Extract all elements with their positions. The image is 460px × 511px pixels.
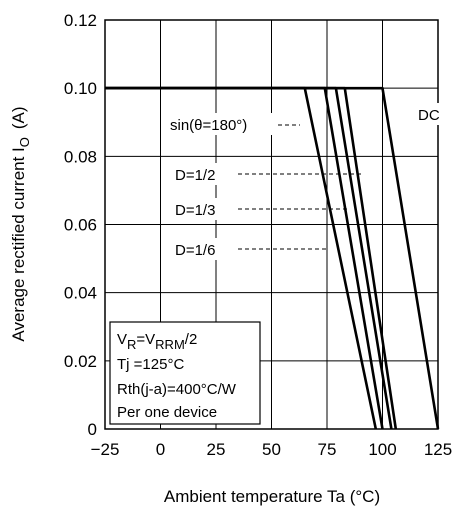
dc-label-bg <box>415 103 441 125</box>
d13-label: D=1/3 <box>175 202 215 219</box>
y-tick-label: 0 <box>88 420 97 439</box>
d13-label-bg <box>173 198 233 220</box>
x-tick-label: 75 <box>318 440 337 459</box>
plot-frame <box>104 19 439 430</box>
vr-tail: /2 <box>185 331 198 348</box>
vrrm-subscript: RRM <box>155 337 185 352</box>
y-tick-label: 0.10 <box>64 79 97 98</box>
x-tick-label: 125 <box>424 440 452 459</box>
x-tick-label: 0 <box>156 440 165 459</box>
x-tick-label: 100 <box>368 440 396 459</box>
y-axis-title: Average rectified current IO (A) <box>9 106 32 341</box>
d16-label: D=1/6 <box>175 242 215 259</box>
y-axis-title-subscript: O <box>17 137 32 147</box>
x-axis-title: Ambient temperature Ta (°C) <box>164 487 380 506</box>
condition-rth: Rth(j-a)=400°C/W <box>117 381 237 398</box>
condition-tj: Tj =125°C <box>117 356 184 373</box>
x-tick-label: 50 <box>262 440 281 459</box>
condition-device: Per one device <box>117 404 217 421</box>
sin-label-bg <box>168 113 272 135</box>
y-tick-label: 0.08 <box>64 147 97 166</box>
y-axis-title-unit: (A) <box>9 106 28 129</box>
y-tick-label: 0.04 <box>64 284 97 303</box>
x-tick-labels: −25 0 25 50 75 100 125 <box>91 440 453 459</box>
y-axis-title-main: Average rectified current I <box>9 147 28 341</box>
d12-label: D=1/2 <box>175 167 215 184</box>
sin-label: sin(θ=180°) <box>170 117 247 134</box>
vr-main: V <box>117 331 127 348</box>
vr-subscript: R <box>127 337 136 352</box>
x-tick-label: 25 <box>207 440 226 459</box>
d12-label-bg <box>173 163 233 185</box>
y-tick-label: 0.06 <box>64 216 97 235</box>
x-tick-label: −25 <box>91 440 120 459</box>
vr-equals: =V <box>136 331 155 348</box>
condition-vr: VR=VRRM/2 <box>117 331 197 352</box>
series-line <box>105 86 440 430</box>
y-tick-labels: 0 0.02 0.04 0.06 0.08 0.10 0.12 <box>64 11 97 439</box>
conditions-box <box>109 321 261 425</box>
y-tick-label: 0.02 <box>64 352 97 371</box>
dc-label: DC <box>418 107 440 124</box>
d16-label-bg <box>173 238 233 260</box>
y-tick-label: 0.12 <box>64 11 97 30</box>
curves <box>105 86 440 430</box>
